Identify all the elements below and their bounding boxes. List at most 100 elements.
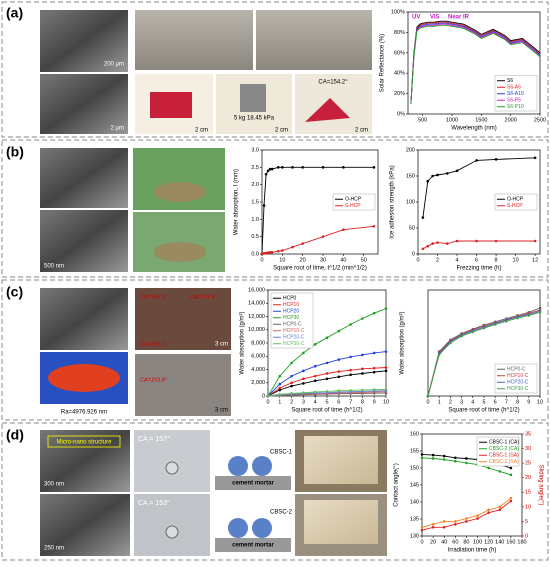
data-point [465, 457, 468, 460]
x-tick-label: 160 [506, 539, 515, 545]
legend-label: CBSC-1 (SA) [489, 453, 519, 459]
x-tick-label: 0 [416, 257, 419, 263]
x-tick-label: 7 [349, 399, 352, 405]
legend-label: HCP20-C [283, 335, 305, 341]
y-tick-label: 40% [394, 71, 405, 77]
data-point [325, 372, 329, 375]
data-point [302, 382, 305, 385]
x-tick-label: 0 [266, 399, 269, 405]
data-point [266, 169, 270, 173]
legend-label: S6-A5 [507, 85, 521, 91]
data-point [313, 379, 317, 383]
data-point [290, 361, 293, 365]
data-point [431, 457, 435, 460]
data-point [460, 334, 463, 338]
y-tick-label: 130 [410, 533, 419, 539]
legend-label: O-HCP [345, 197, 362, 203]
x-tick-label: 5 [325, 399, 328, 405]
data-point [325, 377, 329, 381]
data-point [321, 166, 325, 169]
data-point [325, 361, 329, 365]
y2-tick-label: 35 [525, 431, 531, 437]
legend-box [494, 193, 538, 211]
data-point [426, 244, 430, 248]
y-axis-label: Ice adhesion strength (kPa) [390, 165, 396, 238]
sample [304, 500, 378, 544]
x-tick-label: 1 [438, 399, 441, 405]
data-point [302, 351, 305, 355]
data-point [281, 249, 284, 252]
legend-label: CBSC-2 (CA) [489, 446, 519, 452]
x-tick-label: 10 [383, 399, 389, 405]
data-point [421, 216, 425, 219]
scale-label: 3 cm [215, 342, 228, 348]
data-point [475, 239, 478, 243]
y2-tick-label: 10 [525, 504, 531, 510]
scale-label: 500 nm [44, 264, 64, 270]
legend-label: S6-A10 [507, 91, 524, 97]
data-point [533, 156, 537, 160]
data-point [420, 528, 424, 532]
data-point [337, 329, 341, 333]
x-tick-label: 500 [418, 117, 427, 123]
data-point [325, 336, 329, 340]
data-point [278, 382, 282, 386]
ca-label: CA=153.8° [140, 377, 168, 383]
legend-label: O-HCP [507, 197, 524, 203]
data-point [436, 241, 439, 244]
x-tick-label: 6 [337, 399, 340, 405]
data-point [454, 459, 457, 463]
data-point [321, 235, 325, 238]
photo [256, 10, 372, 70]
data-point [509, 499, 513, 503]
x-tick-label: 30 [320, 257, 326, 263]
x-tick-label: 9 [373, 399, 376, 405]
x-axis-label: Irradiation time (h) [448, 548, 497, 554]
data-point [527, 314, 531, 317]
y-tick-label: 0.5 [251, 234, 259, 240]
series-line [410, 21, 541, 104]
y-tick-label: 100 [406, 199, 415, 205]
legend-label: HCP30-C [507, 386, 529, 392]
sem-image [40, 210, 128, 272]
data-point [487, 508, 490, 512]
sample [304, 436, 378, 484]
data-point [431, 525, 435, 529]
data-point [349, 323, 352, 326]
data-point [266, 394, 270, 398]
sem-image [40, 288, 128, 350]
x-tick-label: 2 [290, 399, 293, 405]
x-tick-label: 8 [516, 399, 519, 405]
legend-label: S6 [507, 78, 513, 84]
y-tick-label: 0 [262, 393, 265, 399]
x-tick-label: 0 [426, 399, 429, 405]
particle [228, 518, 248, 538]
scale-label: 2 cm [195, 128, 208, 134]
x-tick-label: 2 [436, 257, 439, 263]
legend-label: HCP10-C [507, 373, 529, 379]
y-tick-label: 60% [394, 50, 405, 56]
data-point [337, 375, 341, 379]
y2-tick-label: 25 [525, 461, 531, 467]
legend-label: HCP10 [283, 302, 299, 308]
data-point [372, 366, 376, 370]
data-point [384, 307, 388, 310]
sem-image [40, 74, 128, 134]
x-tick-label: 0 [420, 539, 423, 545]
data-point [454, 456, 457, 460]
data-point [498, 470, 502, 473]
data-point [487, 511, 490, 514]
panel-frame [1, 139, 549, 278]
diagram-label: cement mortar [232, 481, 274, 487]
y-tick-label: 0% [397, 111, 405, 117]
y-axis-label: Water absorption, I (mm) [234, 169, 240, 235]
legend-label: HCP20-C [507, 380, 529, 386]
annotation: VIS [430, 15, 440, 21]
data-point [487, 466, 490, 470]
data-point [454, 520, 457, 523]
data-point [262, 252, 266, 255]
sample [154, 242, 206, 262]
y-tick-label: 135 [410, 516, 419, 522]
y-tick-label: 155 [410, 448, 419, 454]
data-point [302, 377, 305, 381]
